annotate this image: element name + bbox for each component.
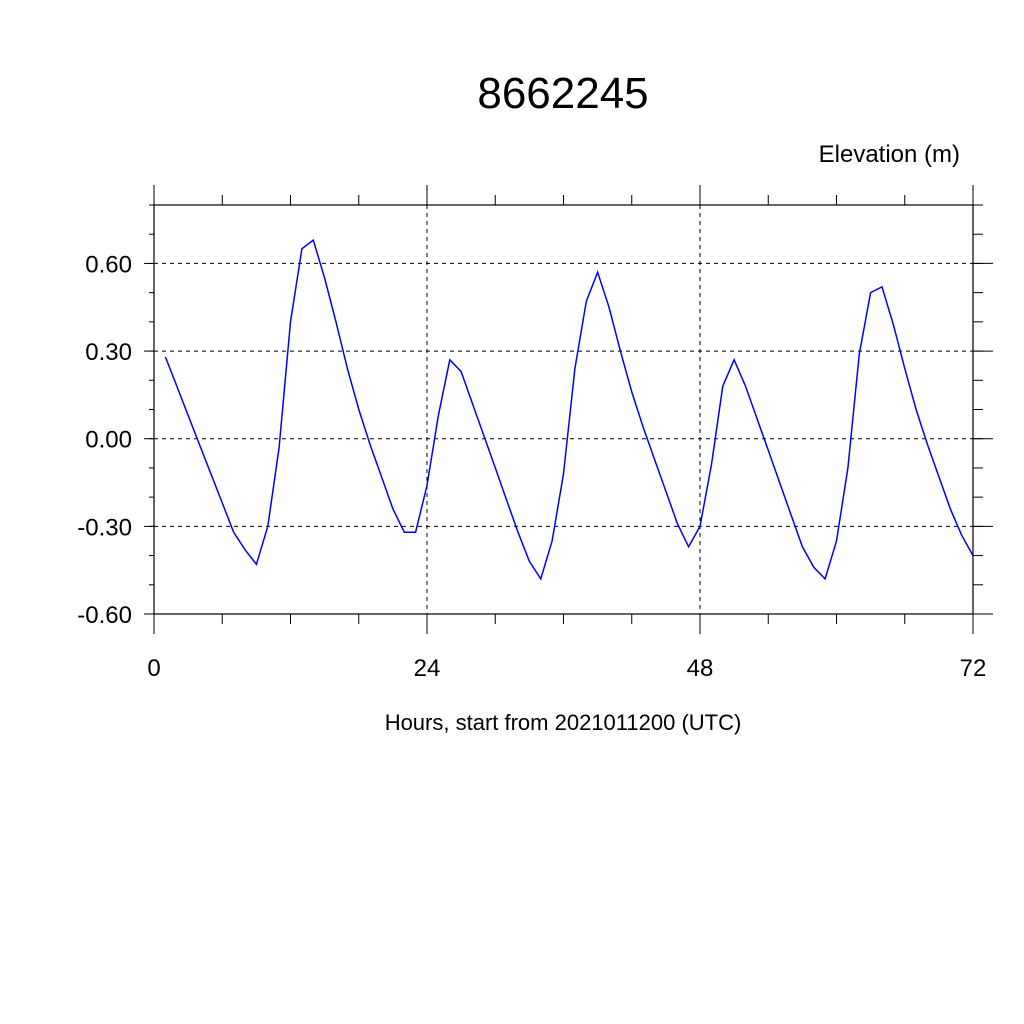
x-tick-labels: 0 24 48 72 xyxy=(147,655,986,682)
x-tick-label: 24 xyxy=(414,655,441,682)
y-tick-label: 0.00 xyxy=(85,427,132,454)
chart-title: 8662245 xyxy=(477,69,648,118)
x-tick-label: 72 xyxy=(960,655,987,682)
tick-marks xyxy=(144,185,993,634)
elevation-series-line xyxy=(164,238,974,581)
plot-frame xyxy=(153,204,974,615)
y-axis-units-label: Elevation (m) xyxy=(819,141,960,168)
y-tick-label: 0.30 xyxy=(85,339,132,366)
x-axis-label: Hours, start from 2021011200 (UTC) xyxy=(385,710,742,735)
y-tick-label: -0.60 xyxy=(77,602,132,629)
grid xyxy=(153,205,974,615)
x-tick-label: 48 xyxy=(687,655,714,682)
y-tick-label: -0.30 xyxy=(77,514,132,541)
y-tick-label: 0.60 xyxy=(85,251,132,278)
y-tick-labels: -0.60 -0.30 0.00 0.30 0.60 xyxy=(77,251,132,629)
x-tick-label: 0 xyxy=(147,655,160,682)
series-layer xyxy=(164,238,974,581)
